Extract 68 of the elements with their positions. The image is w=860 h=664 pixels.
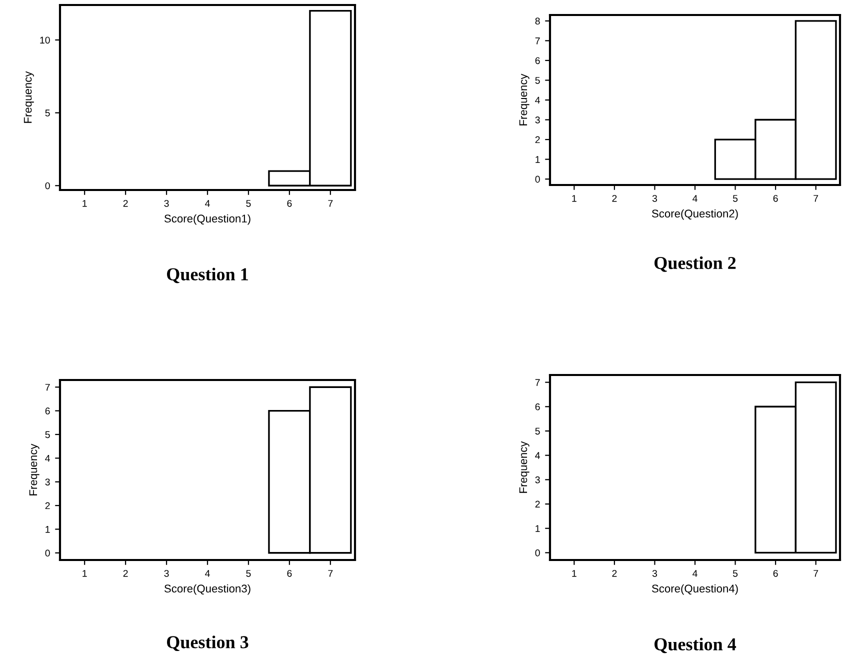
- y-tick-label: 3: [535, 476, 540, 484]
- y-tick-label: 7: [535, 379, 540, 386]
- y-tick-label: 0: [45, 182, 50, 190]
- text: Question 3: [167, 636, 248, 652]
- y-axis-title: Frequency: [24, 71, 34, 123]
- text: Question 2: [654, 256, 736, 272]
- y-tick-label: 0: [535, 549, 540, 556]
- y-tick-label: 7: [45, 384, 50, 391]
- x-tick-label: 7: [328, 570, 333, 577]
- x-tick-label: 6: [773, 194, 778, 202]
- y-tick-label: 3: [45, 478, 50, 486]
- y-tick-label: 3: [535, 116, 540, 124]
- x-tick-label: 6: [287, 570, 292, 577]
- y-tick-label: 5: [45, 431, 50, 438]
- y-tick-label: 8: [535, 18, 540, 25]
- y-axis-title: Frequency: [519, 74, 530, 126]
- x-tick-label: 6: [773, 570, 778, 577]
- y-tick-label: 4: [535, 96, 540, 104]
- x-tick-label: 7: [814, 570, 818, 577]
- x-tick-label: 3: [164, 570, 169, 577]
- y-tick-label: 0: [45, 550, 50, 557]
- x-tick-label: 7: [814, 195, 818, 202]
- x-tick-label: 1: [82, 570, 87, 577]
- x-tick-label: 5: [732, 195, 738, 202]
- y-tick-label: 10: [40, 36, 50, 44]
- x-tick-label: 4: [692, 570, 698, 577]
- x-axis-title: Score(Question1): [164, 214, 250, 225]
- y-tick-label: 5: [45, 110, 50, 116]
- x-tick-label: 2: [123, 200, 128, 207]
- x-axis-title: Score(Question4): [652, 584, 738, 595]
- x-tick-label: 4: [692, 195, 698, 202]
- x-axis-title: Score(Question3): [164, 584, 250, 595]
- x-tick-label: 1: [572, 570, 576, 577]
- x-tick-label: 5: [246, 570, 251, 577]
- y-tick-label: 5: [535, 77, 540, 84]
- y-tick-label: 1: [46, 526, 50, 533]
- x-tick-label: 3: [652, 570, 657, 577]
- x-tick-label: 1: [572, 195, 576, 202]
- x-tick-label: 5: [246, 200, 251, 207]
- y-tick-label: 1: [536, 156, 540, 163]
- y-tick-label: 0: [535, 176, 540, 183]
- y-tick-label: 4: [535, 452, 540, 459]
- x-tick-label: 1: [82, 200, 87, 207]
- x-tick-label: 4: [205, 570, 210, 577]
- x-tick-label: 6: [287, 200, 292, 207]
- x-tick-label: 2: [612, 194, 617, 202]
- x-tick-label: 2: [123, 570, 128, 577]
- x-tick-label: 5: [732, 570, 738, 577]
- x-axis-title: Score(Question2): [652, 209, 738, 220]
- x-tick-label: 7: [328, 200, 333, 207]
- y-tick-label: 2: [45, 502, 50, 510]
- x-tick-label: 4: [205, 200, 210, 207]
- y-tick-label: 5: [535, 428, 540, 435]
- y-tick-label: 6: [45, 408, 50, 414]
- text: Question 1: [167, 268, 248, 284]
- y-tick-label: 2: [535, 500, 540, 508]
- text: Question 4: [654, 638, 736, 654]
- x-tick-label: 3: [652, 194, 657, 202]
- y-tick-label: 2: [535, 136, 540, 144]
- y-tick-label: 1: [536, 525, 540, 532]
- x-tick-label: 3: [164, 200, 169, 207]
- x-tick-label: 2: [612, 570, 617, 577]
- y-axis-title: Frequency: [519, 441, 530, 493]
- y-tick-label: 7: [535, 38, 540, 44]
- y-tick-label: 6: [535, 57, 540, 64]
- y-tick-label: 6: [535, 403, 540, 410]
- y-tick-label: 4: [45, 454, 50, 462]
- y-axis-title: Frequency: [29, 444, 40, 496]
